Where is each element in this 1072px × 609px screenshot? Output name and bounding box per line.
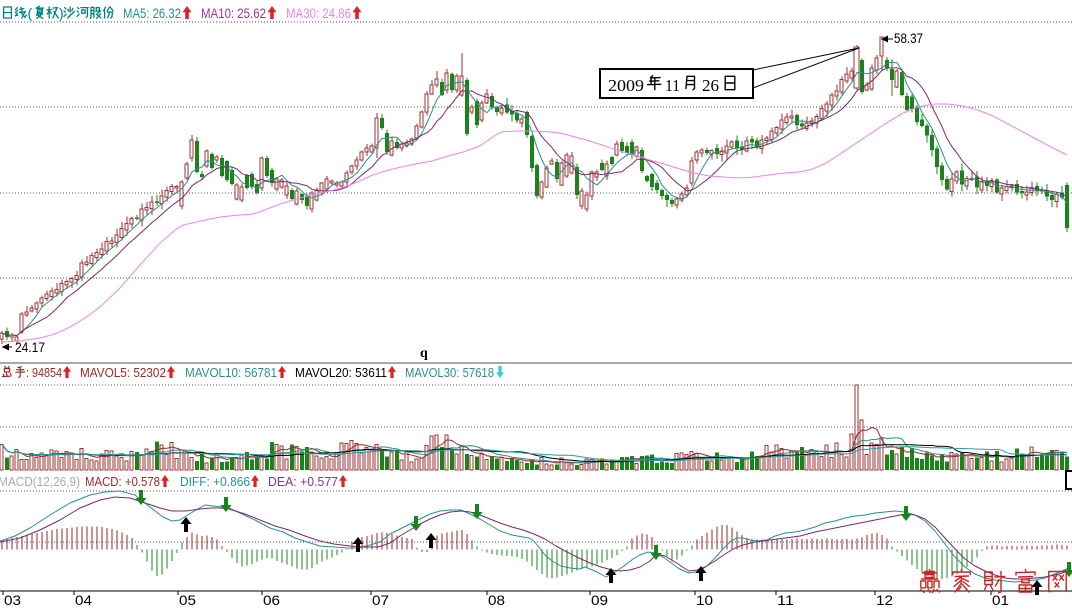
- svg-text:MAVOL10: 56781: MAVOL10: 56781: [185, 365, 277, 380]
- svg-text:: 94854: : 94854: [26, 365, 62, 380]
- svg-text:MAVOL30: 57618: MAVOL30: 57618: [405, 365, 494, 380]
- svg-text:04: 04: [75, 592, 92, 608]
- svg-text:): ): [59, 5, 64, 21]
- svg-text:26: 26: [702, 76, 719, 95]
- svg-text:q: q: [420, 346, 428, 361]
- svg-text:07: 07: [372, 592, 389, 608]
- svg-text:05: 05: [179, 592, 196, 608]
- svg-text:MA30: 24.86: MA30: 24.86: [286, 6, 351, 21]
- svg-text:(: (: [28, 5, 33, 21]
- svg-text:MA10: 25.62: MA10: 25.62: [201, 6, 266, 21]
- svg-text:08: 08: [488, 592, 505, 608]
- svg-text:03: 03: [4, 592, 21, 608]
- svg-text:MAVOL5: 52302: MAVOL5: 52302: [80, 365, 166, 380]
- svg-text:58.37: 58.37: [894, 31, 923, 46]
- svg-text:12: 12: [876, 592, 893, 608]
- svg-text:MACD: +0.578: MACD: +0.578: [85, 474, 160, 489]
- svg-text:01: 01: [992, 592, 1009, 608]
- svg-text:10: 10: [696, 592, 713, 608]
- svg-text:MAVOL20: 53611: MAVOL20: 53611: [295, 365, 387, 380]
- svg-text:DIFF: +0.866: DIFF: +0.866: [180, 474, 250, 489]
- svg-text:2009: 2009: [608, 76, 644, 95]
- svg-text:09: 09: [591, 592, 608, 608]
- svg-text:24.17: 24.17: [15, 340, 45, 355]
- svg-text:11: 11: [777, 592, 794, 608]
- svg-text:DEA: +0.577: DEA: +0.577: [268, 474, 338, 489]
- svg-text:MACD(12,26,9): MACD(12,26,9): [0, 474, 80, 489]
- svg-text:MA5: 26.32: MA5: 26.32: [123, 6, 181, 21]
- svg-text:11: 11: [665, 76, 680, 95]
- svg-text:06: 06: [263, 592, 280, 608]
